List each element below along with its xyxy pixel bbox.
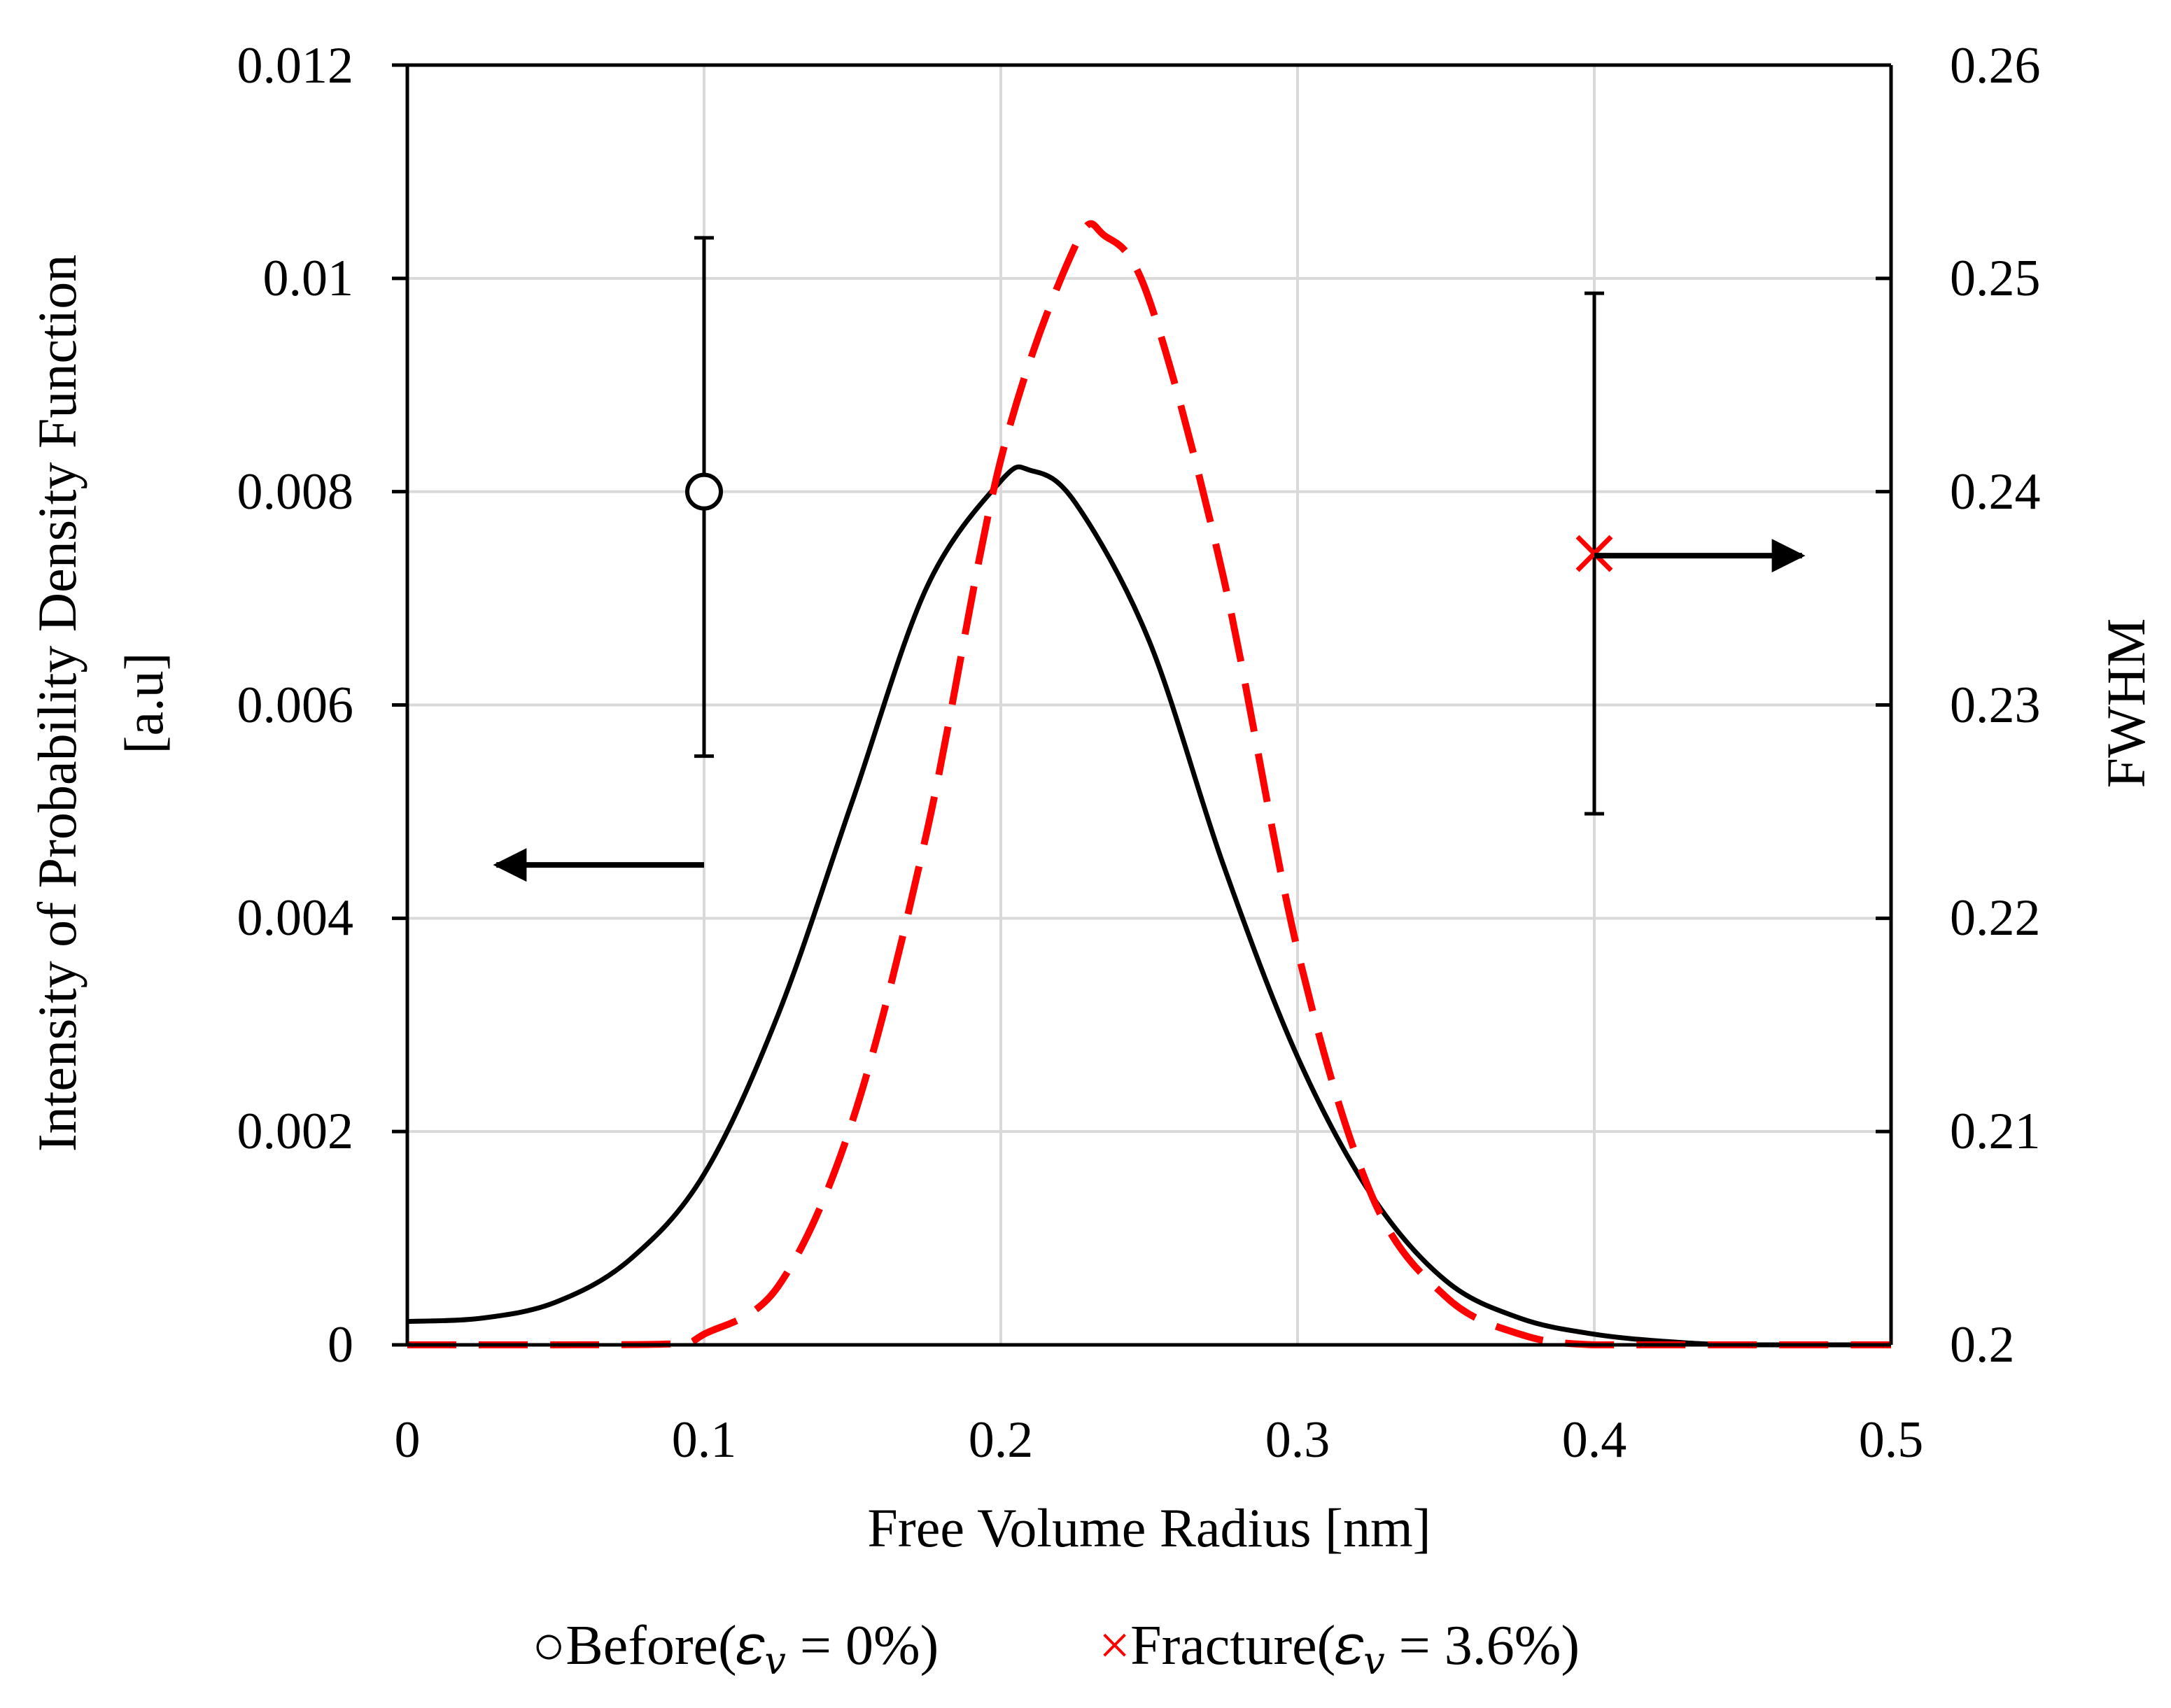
legend-entry-before: ○Before(𝜀𝑣 = 0%) bbox=[532, 1615, 939, 1682]
x-tick-label: 0.4 bbox=[1562, 1411, 1627, 1469]
y-tick-label: 0.004 bbox=[237, 889, 354, 947]
y-tick-label: 0.012 bbox=[237, 37, 354, 94]
legend-before-text: Before(𝜀 bbox=[565, 1615, 764, 1677]
y2-tick-label: 0.23 bbox=[1950, 677, 2041, 734]
y-tick-label: 0.006 bbox=[237, 677, 354, 734]
legend-fracture-tail: = 3.6%) bbox=[1385, 1615, 1580, 1677]
x-tick-label: 0.3 bbox=[1265, 1411, 1330, 1469]
y2-tick-label: 0.21 bbox=[1950, 1103, 2041, 1160]
legend-fracture-subscript: 𝑣 bbox=[1363, 1640, 1385, 1682]
y-axis-title-line1: Intensity of Probability Density Functio… bbox=[27, 255, 87, 1152]
y-axis-title: Intensity of Probability Density Functio… bbox=[27, 255, 174, 1152]
x-axis-title: Free Volume Radius [nm] bbox=[867, 1497, 1431, 1558]
legend-before-subscript: 𝑣 bbox=[764, 1640, 786, 1682]
legend: ○Before(𝜀𝑣 = 0%) ×Fracture(𝜀𝑣 = 3.6%) bbox=[532, 1615, 1580, 1682]
y2-axis-title: FWHM bbox=[2095, 619, 2156, 789]
x-tick-labels: 0 0.1 0.2 0.3 0.4 0.5 bbox=[395, 1411, 1924, 1469]
y2-tick-label: 0.26 bbox=[1950, 37, 2041, 94]
legend-fracture-text: Fracture(𝜀 bbox=[1130, 1615, 1363, 1677]
legend-marker-x: × bbox=[1099, 1615, 1130, 1677]
y2-tick-label: 0.2 bbox=[1950, 1316, 2015, 1374]
y2-tick-label: 0.24 bbox=[1950, 463, 2041, 521]
y2-tick-label: 0.25 bbox=[1950, 250, 2041, 307]
fracture-pdf-curve bbox=[407, 220, 1891, 1349]
y-axis-title-line2: [a.u] bbox=[113, 652, 174, 754]
legend-marker-circle: ○ bbox=[532, 1615, 565, 1677]
tick-marks bbox=[392, 63, 1891, 1347]
axis-indicator-arrows bbox=[493, 539, 1806, 882]
y-tick-label: 0.008 bbox=[237, 463, 354, 521]
x-tick-label: 0.5 bbox=[1859, 1411, 1924, 1469]
pdf-curves bbox=[407, 220, 1891, 1349]
y-tick-label: 0.002 bbox=[237, 1103, 354, 1160]
x-tick-label: 0.2 bbox=[969, 1411, 1034, 1469]
y2-tick-label: 0.22 bbox=[1950, 889, 2041, 947]
x-tick-label: 0.1 bbox=[672, 1411, 737, 1469]
legend-entry-fracture: ×Fracture(𝜀𝑣 = 3.6%) bbox=[1099, 1615, 1580, 1682]
y-tick-label: 0.01 bbox=[263, 250, 354, 307]
before-fwhm-marker bbox=[685, 472, 723, 511]
y2-tick-labels: 0.2 0.21 0.22 0.23 0.24 0.25 0.26 bbox=[1950, 37, 2041, 1374]
legend-before-tail: = 0%) bbox=[786, 1615, 939, 1677]
y-tick-label: 0 bbox=[328, 1316, 353, 1374]
y-tick-labels: 0 0.002 0.004 0.006 0.008 0.01 0.012 bbox=[237, 37, 354, 1374]
x-tick-label: 0 bbox=[395, 1411, 421, 1469]
before-pdf-curve bbox=[407, 464, 1891, 1348]
